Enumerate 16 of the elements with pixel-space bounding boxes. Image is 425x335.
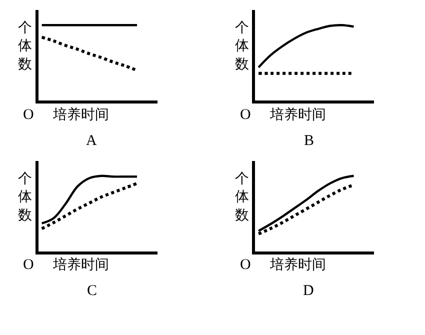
text: O [23,107,34,123]
x-axis-title: 培养时间 [52,107,109,123]
y-axis-title: 个体数 [18,171,32,224]
text: B [304,133,314,149]
y-axis-title: 个体数 [18,20,32,72]
text: D [303,283,314,299]
y-axis-title: 个体数 [235,171,249,224]
text: O [240,107,251,123]
text: C [87,283,98,299]
x-axis-title: 培养时间 [269,107,326,123]
x-axis-title: 培养时间 [269,257,326,273]
x-axis-title: 培养时间 [52,257,109,273]
y-axis-title: 个体数 [235,20,249,72]
text: A [86,133,97,149]
text: O [23,257,34,273]
text: O [240,257,251,273]
